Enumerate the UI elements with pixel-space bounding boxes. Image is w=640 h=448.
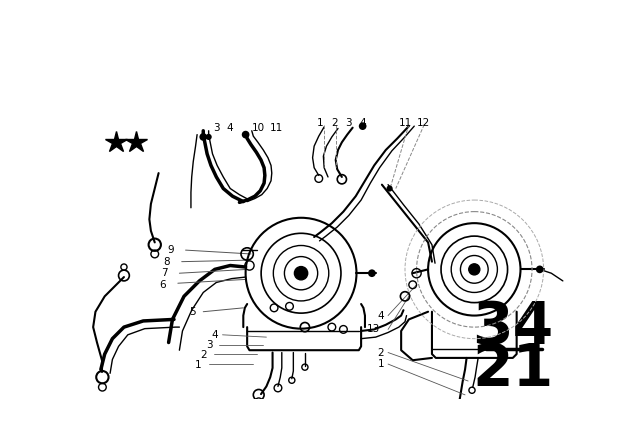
Text: 4: 4 <box>359 118 366 128</box>
Circle shape <box>200 133 207 141</box>
Text: 21: 21 <box>472 341 554 398</box>
Text: 1: 1 <box>317 118 324 128</box>
Circle shape <box>387 185 393 192</box>
Text: 3: 3 <box>206 340 212 350</box>
Text: 2: 2 <box>331 118 337 128</box>
Text: 9: 9 <box>168 245 174 255</box>
Circle shape <box>368 269 376 277</box>
Circle shape <box>359 122 367 130</box>
Circle shape <box>294 267 308 280</box>
Circle shape <box>468 264 480 275</box>
Text: 11: 11 <box>398 118 412 128</box>
Text: 12: 12 <box>417 118 430 128</box>
Text: 2: 2 <box>200 350 207 360</box>
Text: 7: 7 <box>161 268 168 278</box>
Text: 10: 10 <box>252 124 265 134</box>
Text: 4: 4 <box>378 310 384 321</box>
Text: 11: 11 <box>270 124 283 134</box>
Circle shape <box>205 134 212 140</box>
Text: 6: 6 <box>159 280 166 290</box>
Text: 1: 1 <box>378 359 384 369</box>
Text: 1: 1 <box>195 360 202 370</box>
Text: 3: 3 <box>213 124 220 134</box>
Circle shape <box>242 131 250 138</box>
Text: 2: 2 <box>378 348 384 358</box>
Text: 5: 5 <box>189 307 196 317</box>
Text: 34: 34 <box>472 299 554 356</box>
Circle shape <box>536 266 543 273</box>
Text: 8: 8 <box>164 257 170 267</box>
Text: 3: 3 <box>346 118 352 128</box>
Text: 4: 4 <box>227 124 234 134</box>
Text: 4: 4 <box>211 330 218 340</box>
Text: 13: 13 <box>367 324 380 334</box>
